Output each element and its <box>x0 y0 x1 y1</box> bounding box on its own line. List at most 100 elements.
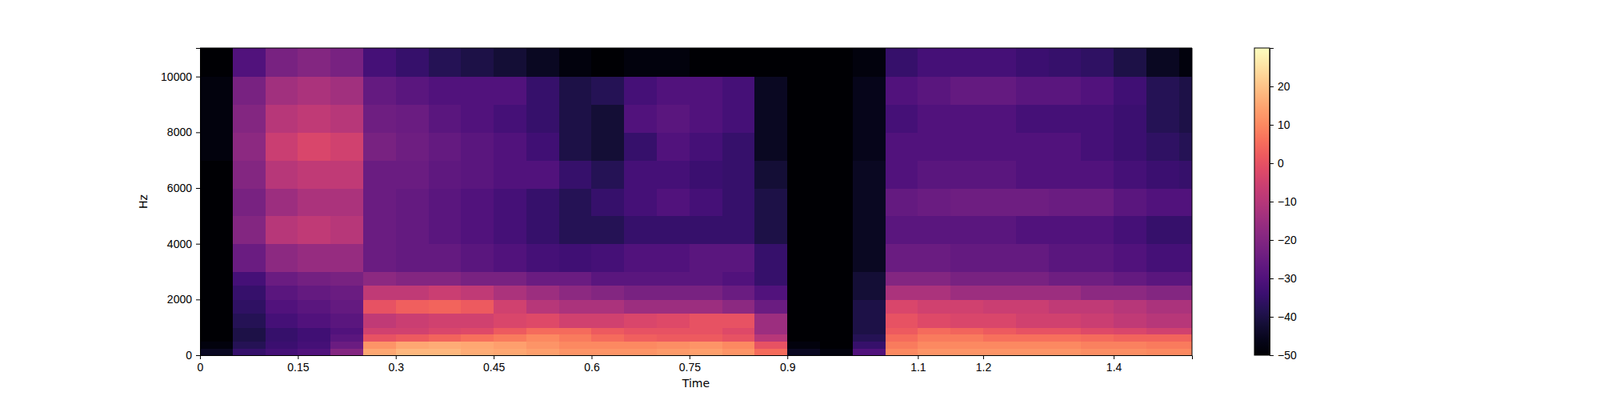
cell <box>1080 348 1114 356</box>
cell <box>265 327 299 335</box>
cell <box>1179 132 1192 160</box>
cell <box>624 272 657 287</box>
colorbar-tick-label: 20 <box>1277 80 1291 93</box>
cell <box>885 76 919 105</box>
cell <box>200 341 233 349</box>
cell <box>656 132 690 160</box>
cell <box>1146 285 1180 300</box>
cell <box>885 104 919 133</box>
cell <box>950 48 984 77</box>
cell <box>559 299 592 314</box>
cell <box>1179 327 1192 335</box>
cell <box>820 160 853 188</box>
cell <box>1113 188 1147 216</box>
cell <box>983 160 1016 188</box>
cell <box>754 188 788 216</box>
y-tick: 8000 <box>167 125 200 139</box>
colorbar-tick: 20 <box>1269 80 1291 93</box>
cell <box>1113 48 1147 77</box>
cell <box>885 244 919 272</box>
cell <box>1179 244 1192 272</box>
cell <box>1048 216 1082 244</box>
cell <box>330 48 364 77</box>
cell <box>559 327 592 335</box>
y-tick-label: 4000 <box>167 237 192 251</box>
cell <box>526 341 560 349</box>
cell <box>722 188 756 216</box>
cell <box>330 244 364 272</box>
cell <box>1146 341 1180 349</box>
cell <box>787 348 820 356</box>
cell <box>624 104 657 133</box>
cell <box>722 132 756 160</box>
cell <box>852 244 886 272</box>
x-tick: 0 <box>197 355 204 374</box>
cell <box>1146 104 1180 133</box>
cell <box>787 48 820 77</box>
cell <box>689 327 723 335</box>
colorbar-tick: −10 <box>1269 195 1297 208</box>
cell <box>1113 313 1147 328</box>
cell <box>559 348 592 356</box>
cell <box>1048 104 1082 133</box>
x-axis-line <box>200 356 1193 360</box>
cell <box>885 188 919 216</box>
cell <box>265 76 299 105</box>
cell <box>1048 299 1082 314</box>
cell <box>656 76 690 105</box>
cell <box>1048 341 1082 349</box>
cell <box>232 132 266 160</box>
cell <box>493 348 527 356</box>
cell <box>591 313 624 328</box>
cell <box>493 132 527 160</box>
cell <box>396 104 429 133</box>
colorbar-tick: 0 <box>1269 156 1284 170</box>
cell <box>1146 313 1180 328</box>
cell <box>787 244 820 272</box>
cell <box>1016 104 1049 133</box>
cell <box>493 334 527 342</box>
cell <box>232 348 266 356</box>
y-tick-mark <box>196 132 200 133</box>
cell <box>460 285 494 300</box>
cell <box>330 313 364 328</box>
frame-top <box>200 48 1192 49</box>
cell <box>232 48 266 77</box>
cell <box>297 244 331 272</box>
cell <box>428 188 462 216</box>
cell <box>396 327 429 335</box>
cell <box>754 216 788 244</box>
cell <box>624 188 657 216</box>
cell <box>493 244 527 272</box>
cell <box>950 160 984 188</box>
cell <box>689 334 723 342</box>
cell <box>200 76 233 105</box>
cell <box>232 341 266 349</box>
x-tick-label: 0.3 <box>388 360 405 374</box>
cell <box>200 188 233 216</box>
cell <box>754 327 788 335</box>
colorbar-tick-mark <box>1269 163 1274 164</box>
cell <box>820 76 853 105</box>
cell <box>1080 76 1114 105</box>
cell <box>983 216 1016 244</box>
cell <box>624 313 657 328</box>
cell <box>1016 285 1049 300</box>
cell <box>1048 272 1082 287</box>
cell <box>232 104 266 133</box>
cell <box>754 244 788 272</box>
cell <box>297 48 331 77</box>
cell <box>460 104 494 133</box>
colorbar-tick: −20 <box>1269 233 1297 247</box>
cell <box>232 188 266 216</box>
x-tick: 0.9 <box>780 355 796 374</box>
x-tick-mark <box>689 355 691 360</box>
y-axis: 0200040006000800010000 <box>160 48 200 362</box>
y-tick-mark <box>196 355 200 356</box>
cell <box>656 348 690 356</box>
cell <box>428 272 462 287</box>
cell <box>330 327 364 335</box>
cell <box>1146 327 1180 335</box>
cell <box>754 285 788 300</box>
cell <box>297 299 331 314</box>
